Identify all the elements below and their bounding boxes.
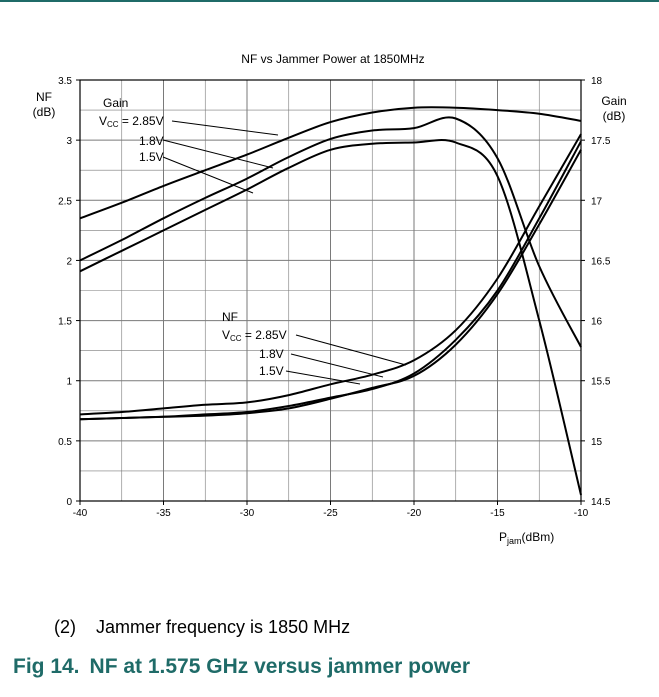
y-right-tick-label: 14.5 <box>591 497 611 508</box>
y-left-tick-label: 3.5 <box>58 76 72 87</box>
nf-leader-2v85 <box>295 334 407 366</box>
nf-curve-1-5v <box>79 149 582 421</box>
curves <box>79 106 582 496</box>
chart-title: NF vs Jammer Power at 1850MHz <box>241 52 424 66</box>
x-tick-label: -40 <box>73 508 88 519</box>
nf-annotation-title: NF <box>222 310 238 324</box>
plot-frame <box>76 79 585 505</box>
nf-annotation-1v8: 1.8V <box>259 347 284 361</box>
y-right-tick-label: 17 <box>591 196 603 207</box>
y-left-tick-label: 1.5 <box>58 317 72 328</box>
footnote-text: Jammer frequency is 1850 MHz <box>96 617 351 637</box>
y-right-tick-label: 15.5 <box>591 377 611 388</box>
y-left-tick-label: 1 <box>66 377 72 388</box>
y-left-tick-label: 0 <box>66 497 72 508</box>
x-label-unit: (dBm) <box>522 530 555 544</box>
figure-number: Fig 14. <box>13 655 80 678</box>
gain-annotation-vcc: VCC = 2.85V <box>99 114 164 129</box>
x-tick-label: -35 <box>156 508 171 519</box>
footnote-number: (2) <box>54 617 76 637</box>
x-tick-label: -25 <box>323 508 338 519</box>
figure-title: NF at 1.575 GHz versus jammer power <box>89 655 471 678</box>
tick-labels: -40 -35 -30 -25 -20 -15 -10 0 0.5 1 1.5 2 2.5 3 3.5 14.… <box>58 76 611 519</box>
gain-leader-2v85 <box>171 120 279 136</box>
y-left-label-line2: (dB) <box>33 105 56 119</box>
nf-vcc-sub: CC <box>230 334 242 343</box>
y-right-tick-label: 18 <box>591 76 603 87</box>
y-left-tick-label: 0.5 <box>58 437 72 448</box>
nf-leader-1v8 <box>290 353 384 378</box>
y-right-tick-label: 16 <box>591 317 603 328</box>
x-label-sub: jam <box>506 536 522 546</box>
y-right-tick-label: 16.5 <box>591 256 611 267</box>
x-tick-label: -30 <box>240 508 255 519</box>
y-right-label-line2: (dB) <box>603 109 626 123</box>
y-left-label-line1: NF <box>36 90 52 104</box>
x-label-main: P <box>499 530 507 544</box>
nf-leader-1v5 <box>285 370 361 385</box>
grid-lines <box>80 80 581 501</box>
gain-vcc-sub: CC <box>107 120 119 129</box>
gain-annotation-1v5: 1.5V <box>139 150 164 164</box>
gain-annotation-title: Gain <box>103 96 128 110</box>
gain-leader-1v8 <box>162 139 274 169</box>
gain-curve-1-5v <box>79 138 582 496</box>
y-left-tick-label: 3 <box>66 136 72 147</box>
y-right-tick-label: 17.5 <box>591 136 611 147</box>
chart: -40 -35 -30 -25 -20 -15 -10 0 0.5 1 1.5 2 2.5 3 3.5 14.… <box>33 52 627 546</box>
gain-vcc-value: = 2.85V <box>119 114 164 128</box>
footnote: (2) Jammer frequency is 1850 MHz <box>54 617 350 638</box>
figure-caption: Fig 14. NF at 1.575 GHz versus jammer pow… <box>13 655 470 679</box>
gain-vcc-main: V <box>99 114 107 128</box>
nf-annotation-1v5: 1.5V <box>259 364 284 378</box>
gain-curve-1-8v <box>79 116 582 348</box>
nf-vcc-main: V <box>222 328 230 342</box>
x-axis-label: Pjam(dBm) <box>499 530 554 546</box>
x-tick-label: -10 <box>574 508 589 519</box>
nf-curve-vcc-2-85v <box>79 133 582 416</box>
y-left-tick-label: 2.5 <box>58 196 72 207</box>
x-tick-label: -15 <box>490 508 505 519</box>
gain-curve-vcc-2-85v <box>79 106 582 220</box>
y-right-label-line1: Gain <box>601 94 626 108</box>
top-rule <box>0 0 659 2</box>
nf-vcc-value: = 2.85V <box>242 328 287 342</box>
gain-leader-1v5 <box>162 156 254 194</box>
y-right-tick-label: 15 <box>591 437 603 448</box>
gain-annotation-1v8: 1.8V <box>139 134 164 148</box>
nf-annotation-vcc: VCC = 2.85V <box>222 328 287 343</box>
y-left-tick-label: 2 <box>66 256 72 267</box>
x-tick-label: -20 <box>407 508 422 519</box>
